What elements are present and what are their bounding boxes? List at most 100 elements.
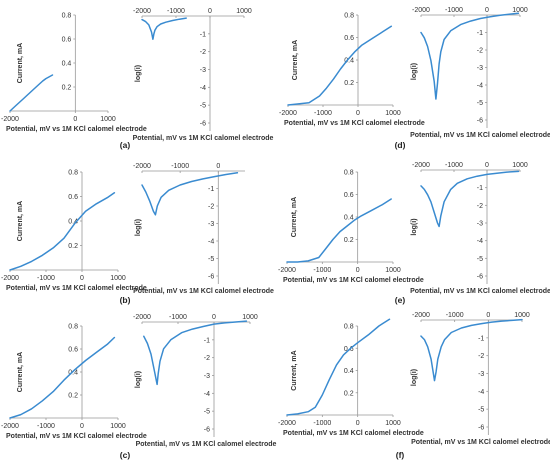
x-tick-label: -2000 xyxy=(278,420,296,427)
x-axis-label: Potential, mV vs 1M KCl calomel electrod… xyxy=(283,277,424,284)
x-axis-label: Potential, mV vs 1M KCl calomel electrod… xyxy=(284,120,425,127)
y-tick-label: 0.2 xyxy=(344,237,354,244)
x-tick-label: -2000 xyxy=(133,163,151,170)
series-line xyxy=(420,318,523,382)
x-tick-label: -2000 xyxy=(412,162,430,169)
x-tick-label: -1000 xyxy=(314,110,332,117)
x-tick-label: -1000 xyxy=(313,420,331,427)
y-tick-label: -4 xyxy=(477,83,483,90)
y-tick-label: 0.2 xyxy=(62,85,72,92)
x-tick-label: 1000 xyxy=(236,8,252,15)
series-line xyxy=(420,12,520,100)
x-tick-label: 0 xyxy=(485,7,489,14)
y-tick-label: 0.2 xyxy=(344,80,354,87)
x-tick-label: -1000 xyxy=(445,7,463,14)
x-tick-label: -2000 xyxy=(133,314,151,321)
x-tick-label: 1000 xyxy=(514,312,530,319)
y-axis-label: Current, mA xyxy=(291,197,298,237)
x-tick-label: -1000 xyxy=(171,163,189,170)
log-chart: -2000 -1000 0 1000 -1 -2 -3 -4 -5 -6 log(i) Potenti… xyxy=(133,8,274,142)
x-tick-label: 0 xyxy=(356,420,360,427)
x-tick-label: -1000 xyxy=(169,314,187,321)
y-tick-label: -2 xyxy=(477,48,483,55)
y-axis-label: Current, mA xyxy=(291,350,298,390)
y-tick-label: -6 xyxy=(477,118,483,125)
y-tick-label: 0.8 xyxy=(344,170,354,177)
x-tick-label: 0 xyxy=(216,163,220,170)
y-axis-label: Current, mA xyxy=(17,201,24,241)
y-tick-label: -4 xyxy=(200,85,206,92)
y-tick-label: -2 xyxy=(204,355,210,362)
y-axis-label: log(i) xyxy=(135,371,142,388)
series-line xyxy=(9,336,116,419)
panel-label: (d) xyxy=(395,140,406,150)
y-tick-label: 0.4 xyxy=(344,58,354,65)
y-tick-label: 0.6 xyxy=(62,37,72,44)
y-tick-label: 0.8 xyxy=(68,170,78,177)
x-tick-label: -1000 xyxy=(37,423,55,430)
x-tick-label: 1000 xyxy=(385,110,401,117)
y-tick-label: -6 xyxy=(477,274,483,281)
x-tick-label: -1000 xyxy=(446,312,464,319)
x-axis-label: Potential, mV vs 1M KCl calomel electrod… xyxy=(6,126,147,133)
log-chart: -2000 -1000 0 1000 -1 -2 -3 -4 -5 -6 log(i) Potenti… xyxy=(411,312,550,446)
x-axis-label: Potential, mV vs 1M KCl calomel electrod… xyxy=(6,433,147,440)
x-axis-label: Potential, mV vs 1M KCl calomel electrod… xyxy=(133,135,274,142)
x-tick-label: 1000 xyxy=(110,275,126,282)
y-tick-label: -4 xyxy=(478,389,484,396)
y-axis-label: Current, mA xyxy=(17,352,24,392)
panel-1: -2000 0 1000 0.8 0.6 0.4 0.2 Current, mA Potenti… xyxy=(1,8,273,150)
y-axis-label: log(i) xyxy=(411,63,418,80)
y-tick-label: -1 xyxy=(477,185,483,192)
y-tick-label: -6 xyxy=(200,121,206,128)
y-tick-label: -5 xyxy=(477,100,483,107)
x-tick-label: 0 xyxy=(80,423,84,430)
x-tick-label: 0 xyxy=(485,162,489,169)
series-line xyxy=(420,170,520,228)
y-tick-label: -1 xyxy=(208,186,214,193)
y-tick-label: 0.4 xyxy=(62,61,72,68)
y-axis-label: Current, mA xyxy=(17,43,24,83)
y-tick-label: 0.4 xyxy=(68,219,78,226)
x-axis-label: Potential, mV vs 1M KCl calomel electrod… xyxy=(133,288,274,295)
panel-label: (f) xyxy=(396,450,405,460)
x-tick-label: -1000 xyxy=(313,267,331,274)
y-tick-label: -5 xyxy=(477,256,483,263)
x-axis-label: Potential, mV vs 1M KCl calomel electrod… xyxy=(410,132,550,139)
x-tick-label: 1000 xyxy=(242,314,258,321)
panel-5: -2000 -1000 0 1000 0.8 0.6 0.4 0.2 Current, mA Po… xyxy=(278,162,550,305)
y-tick-label: -3 xyxy=(204,373,210,380)
y-tick-label: 0.6 xyxy=(344,35,354,42)
current-chart: -2000 0 1000 0.8 0.6 0.4 0.2 Current, mA Potenti… xyxy=(1,13,147,134)
log-chart: -2000 -1000 0 -1 -2 -3 -4 -5 -6 log(i) Potential, … xyxy=(133,163,274,295)
y-tick-label: 0.4 xyxy=(344,368,354,375)
y-tick-label: -1 xyxy=(477,30,483,37)
x-tick-label: -1000 xyxy=(37,275,55,282)
y-tick-label: -1 xyxy=(478,335,484,342)
y-axis-label: log(i) xyxy=(135,65,142,82)
panel-label: (b) xyxy=(120,295,131,305)
y-tick-label: -5 xyxy=(478,407,484,414)
x-axis-label: Potential, mV vs 1M KCl calomel electrod… xyxy=(6,285,147,292)
x-tick-label: -2000 xyxy=(412,312,430,319)
series-line xyxy=(9,192,116,271)
y-tick-label: -6 xyxy=(208,274,214,281)
x-tick-label: -1000 xyxy=(167,8,185,15)
series-line xyxy=(143,320,248,386)
y-tick-label: 0.6 xyxy=(68,194,78,201)
x-tick-label: -1000 xyxy=(445,162,463,169)
y-tick-label: -6 xyxy=(204,427,210,434)
y-tick-label: -1 xyxy=(204,337,210,344)
y-tick-label: -3 xyxy=(478,371,484,378)
y-tick-label: -1 xyxy=(200,31,206,38)
series-line xyxy=(287,25,393,106)
y-tick-label: 0.6 xyxy=(68,347,78,354)
y-tick-label: -5 xyxy=(204,409,210,416)
y-tick-label: -4 xyxy=(204,391,210,398)
x-tick-label: 0 xyxy=(208,8,212,15)
log-chart: -2000 -1000 0 1000 -1 -2 -3 -4 -5 -6 log(i) Potenti… xyxy=(133,314,276,448)
